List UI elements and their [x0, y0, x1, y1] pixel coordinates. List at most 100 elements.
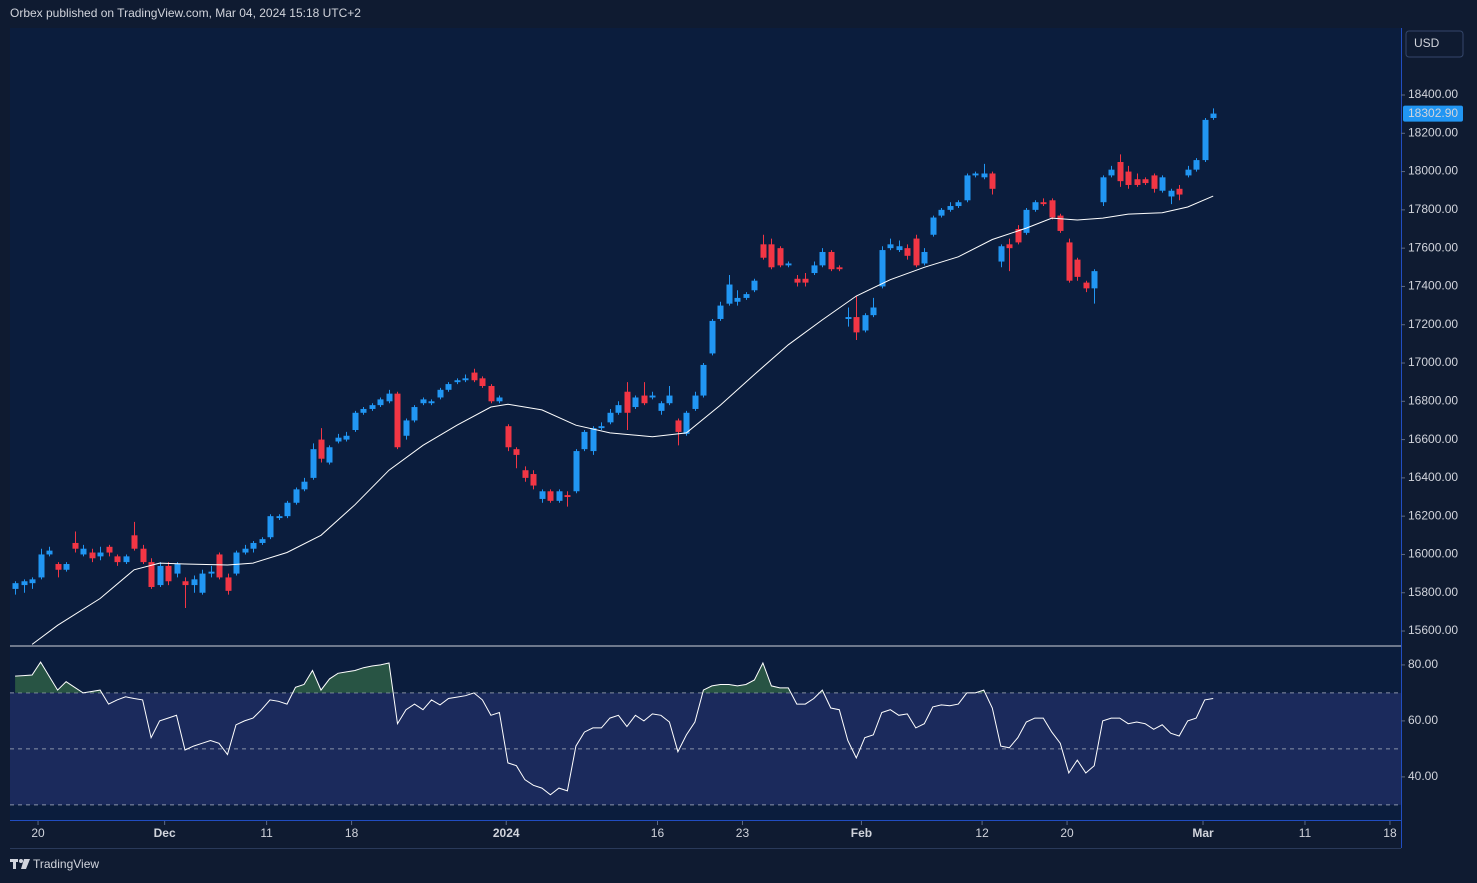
candle-body — [1015, 229, 1022, 243]
y-tick-label: 17400.00 — [1408, 279, 1458, 293]
y-tick-label: 16600.00 — [1408, 432, 1458, 446]
candle-body — [326, 447, 333, 463]
logo-stem — [13, 859, 16, 869]
candle-body — [343, 435, 350, 440]
candle-body — [12, 583, 19, 589]
candle-body — [114, 556, 121, 563]
candle-body — [1040, 202, 1047, 205]
candle-body — [318, 439, 325, 459]
candle-body — [454, 380, 461, 383]
candle-body — [896, 246, 903, 251]
candle-body — [1185, 169, 1192, 176]
candle-body — [887, 244, 894, 249]
candle-body — [80, 548, 87, 555]
candle-body — [760, 244, 767, 258]
candle-body — [1193, 160, 1200, 170]
candle-body — [964, 175, 971, 201]
candle-body — [411, 407, 418, 421]
x-tick-label: 23 — [736, 826, 750, 840]
candle-body — [352, 412, 359, 431]
y-tick-label: 16000.00 — [1408, 547, 1458, 561]
candle-body — [632, 397, 639, 408]
candle-body — [811, 265, 818, 274]
candle-body — [615, 405, 622, 413]
candle-body — [683, 412, 690, 434]
x-tick-label: 11 — [1299, 826, 1312, 840]
candle-body — [692, 395, 699, 409]
currency-button[interactable] — [1405, 30, 1464, 58]
candle-body — [1100, 177, 1107, 203]
x-tick-label: Feb — [851, 826, 872, 840]
y-tick-label: 16800.00 — [1408, 393, 1458, 407]
y-tick-label: 15600.00 — [1408, 623, 1458, 637]
candle-body — [853, 317, 860, 333]
candle-body — [513, 449, 520, 455]
candle-body — [522, 470, 529, 478]
candle-body — [1074, 259, 1081, 277]
candle-body — [904, 248, 911, 256]
x-tick-label: Dec — [154, 826, 176, 840]
candle-body — [165, 565, 172, 582]
candle-body — [293, 489, 300, 503]
candle-body — [174, 564, 181, 574]
overbought-fill — [15, 662, 1214, 693]
candle-body — [479, 378, 486, 386]
candle-body — [947, 206, 954, 210]
x-tick-label: 18 — [1383, 826, 1397, 840]
rsi-line — [15, 661, 1214, 796]
candle-body — [794, 278, 801, 283]
candle-body — [573, 451, 580, 492]
candle-body — [547, 491, 554, 501]
candle-body — [1117, 162, 1124, 182]
currency[interactable]: USD — [1414, 36, 1440, 50]
candle-body — [1091, 271, 1098, 289]
candle-body — [1006, 244, 1013, 249]
candle-body — [955, 202, 962, 207]
candle-body — [1049, 200, 1056, 218]
candle-body — [581, 431, 588, 450]
candle-body — [700, 364, 707, 396]
candle-body — [675, 420, 682, 432]
candle-body — [751, 280, 758, 291]
candle-body — [768, 244, 775, 268]
candle-body — [921, 251, 928, 264]
candle-body — [148, 562, 155, 587]
x-tick-label: 2024 — [493, 826, 520, 840]
candle-body — [539, 491, 546, 499]
candle-body — [462, 378, 469, 381]
candle-body — [556, 491, 563, 501]
logo-slant — [21, 859, 30, 869]
last-price-label: 18302.90 — [1408, 106, 1458, 120]
candle-body — [369, 405, 376, 409]
candle-body — [1159, 177, 1166, 191]
candle-body — [658, 403, 665, 411]
candle-body — [530, 474, 537, 486]
y-tick-label: 17600.00 — [1408, 240, 1458, 254]
candle-body — [38, 554, 45, 578]
candle-body — [607, 412, 614, 423]
candle-body — [930, 217, 937, 235]
candle-body — [981, 173, 988, 178]
y-tick-label: 16400.00 — [1408, 470, 1458, 484]
rsi-band — [10, 692, 1401, 805]
x-tick-label: 16 — [651, 826, 665, 840]
candle-body — [743, 294, 750, 298]
candle-body — [191, 579, 198, 586]
y-tick-label: 18400.00 — [1408, 87, 1458, 101]
x-tick-label: Mar — [1192, 826, 1214, 840]
candle-body — [879, 250, 886, 287]
candle-body — [55, 564, 62, 570]
candle-body — [1057, 215, 1064, 231]
candle-body — [590, 428, 597, 452]
brand-logo — [10, 859, 30, 869]
candle-body — [989, 173, 996, 189]
candle-body — [913, 238, 920, 266]
brand: TradingView — [33, 857, 99, 871]
candle-body — [624, 391, 631, 413]
candle-body — [1168, 190, 1175, 197]
candle-body — [802, 278, 809, 283]
candle-body — [819, 251, 826, 266]
y-tick-label: 16200.00 — [1408, 508, 1458, 522]
candle-body — [21, 581, 28, 586]
candle-body — [267, 516, 274, 538]
